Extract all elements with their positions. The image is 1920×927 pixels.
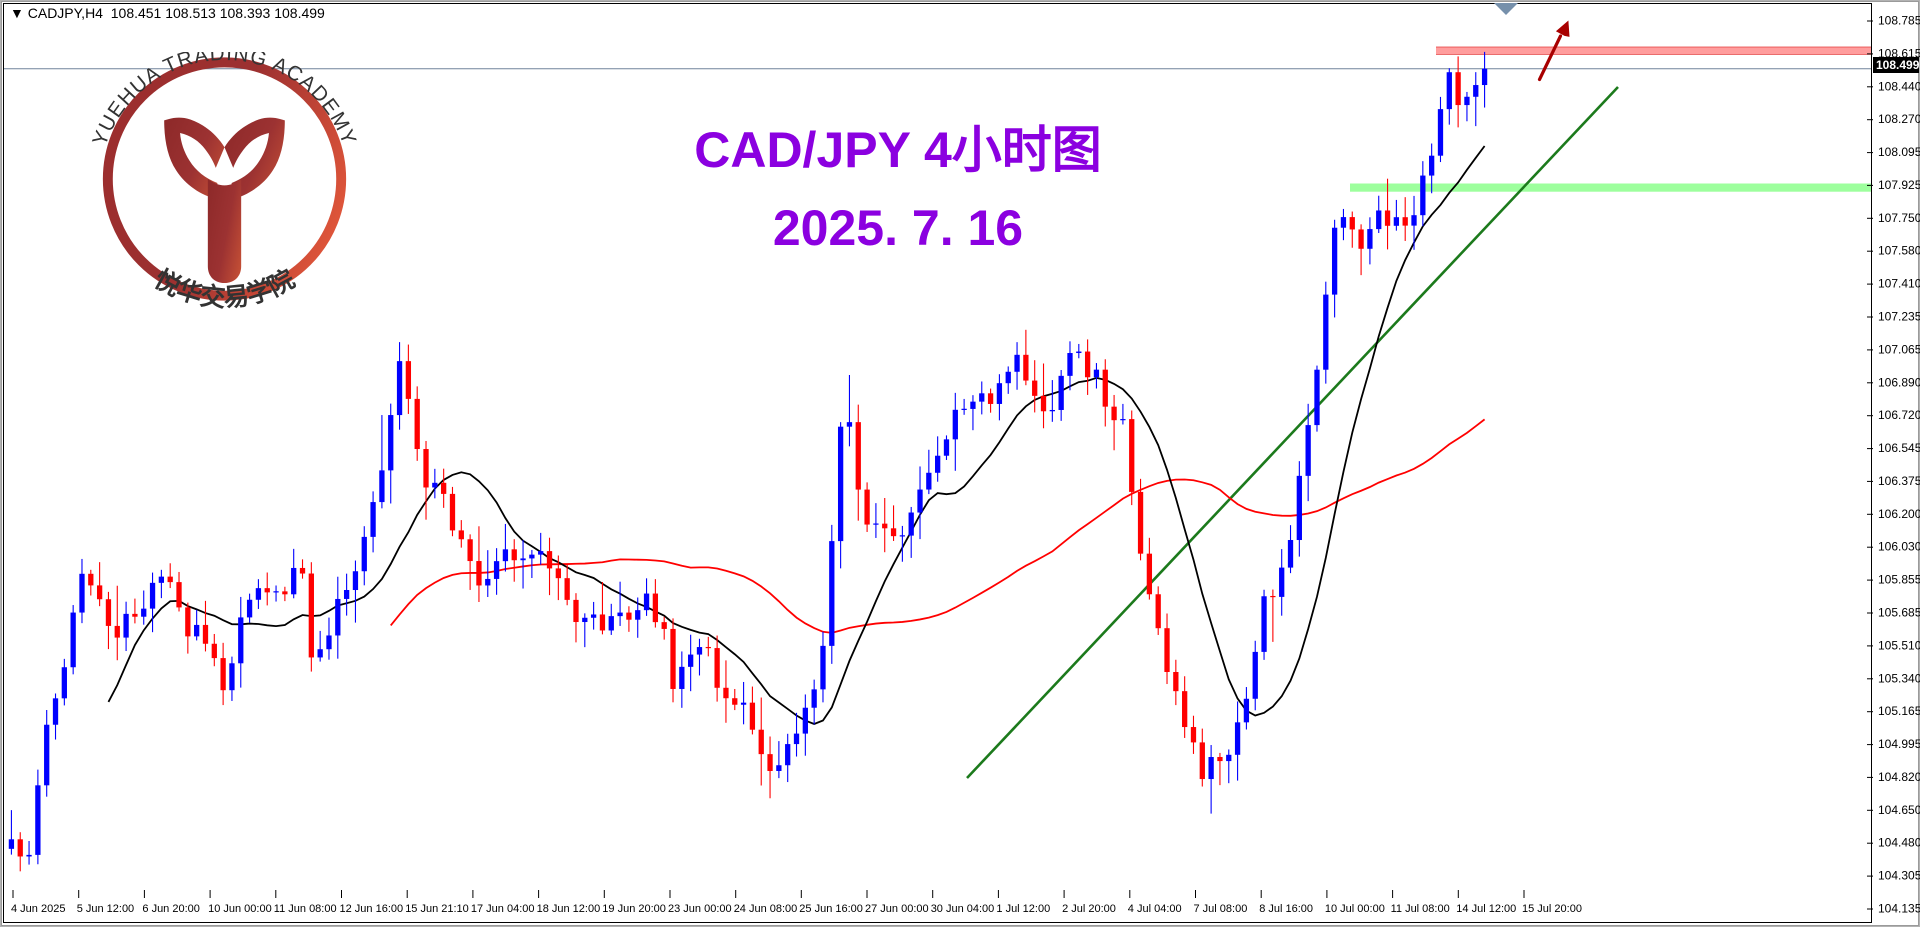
svg-text:106.720: 106.720 (1878, 408, 1920, 422)
svg-text:107.065: 107.065 (1878, 342, 1920, 356)
svg-text:104.995: 104.995 (1878, 737, 1920, 751)
svg-text:105.685: 105.685 (1878, 606, 1920, 620)
svg-text:105.165: 105.165 (1878, 704, 1920, 718)
svg-text:107.410: 107.410 (1878, 277, 1920, 291)
svg-text:108.785: 108.785 (1878, 14, 1920, 28)
svg-text:108.440: 108.440 (1878, 79, 1920, 93)
svg-text:107.580: 107.580 (1878, 244, 1920, 258)
svg-text:106.030: 106.030 (1878, 540, 1920, 554)
svg-text:105.340: 105.340 (1878, 671, 1920, 685)
svg-text:104.820: 104.820 (1878, 770, 1920, 784)
svg-text:104.650: 104.650 (1878, 803, 1920, 817)
svg-text:104.305: 104.305 (1878, 869, 1920, 883)
svg-text:105.855: 105.855 (1878, 573, 1920, 587)
svg-text:106.375: 106.375 (1878, 474, 1920, 488)
svg-text:104.480: 104.480 (1878, 836, 1920, 850)
svg-text:107.235: 107.235 (1878, 310, 1920, 324)
svg-text:106.200: 106.200 (1878, 507, 1920, 521)
svg-text:104.135: 104.135 (1878, 902, 1920, 916)
svg-text:105.510: 105.510 (1878, 638, 1920, 652)
svg-text:108.270: 108.270 (1878, 112, 1920, 126)
svg-text:107.750: 107.750 (1878, 211, 1920, 225)
svg-text:108.095: 108.095 (1878, 145, 1920, 159)
svg-text:106.545: 106.545 (1878, 441, 1920, 455)
svg-text:107.925: 107.925 (1878, 178, 1920, 192)
svg-text:106.890: 106.890 (1878, 375, 1920, 389)
